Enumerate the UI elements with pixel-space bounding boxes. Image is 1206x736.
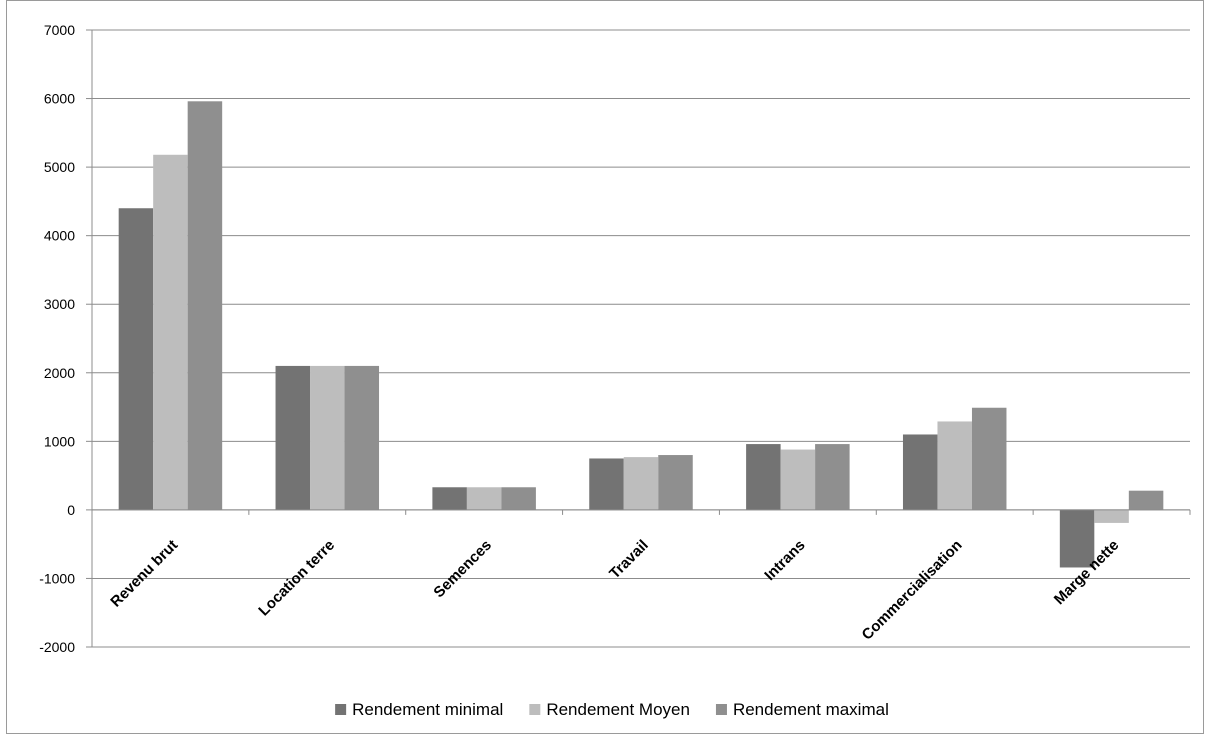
bar: [501, 487, 536, 510]
legend-swatch: [335, 704, 347, 715]
y-tick-label: 7000: [44, 22, 75, 38]
y-tick-label: 0: [67, 502, 75, 518]
x-tick-label: Travail: [606, 537, 652, 583]
y-tick-label: -2000: [39, 639, 75, 655]
x-tick-label: Revenu brut: [107, 537, 181, 611]
bar: [780, 449, 816, 510]
bar: [275, 365, 311, 510]
bar: [623, 457, 659, 510]
y-tick-label: 1000: [44, 433, 75, 449]
bar: [344, 365, 380, 510]
bar: [432, 487, 467, 510]
bar: [658, 455, 693, 510]
bar: [937, 421, 972, 510]
bar: [118, 208, 154, 510]
x-tick-labels: Revenu brut Location terre Semences Travail…: [107, 537, 1122, 644]
bar: [466, 487, 502, 510]
x-tick-label: Commercialisation: [859, 537, 966, 644]
y-tick-label: 3000: [44, 296, 75, 312]
axes: [86, 29, 1191, 648]
legend-label: Rendement minimal: [352, 700, 503, 719]
legend-swatch: [529, 704, 541, 715]
bar: [589, 458, 624, 510]
legend-label: Rendement maximal: [733, 700, 889, 719]
x-tick-label: Intrans: [761, 537, 808, 584]
bar: [902, 434, 938, 510]
legend-label: Rendement Moyen: [546, 700, 690, 719]
y-tick-label: -1000: [39, 570, 75, 586]
gridlines: [92, 29, 1190, 648]
bar: [1094, 509, 1129, 523]
bar: [1128, 490, 1164, 510]
y-tick-label: 2000: [44, 365, 75, 381]
legend-swatch: [715, 704, 727, 715]
bar: [1059, 509, 1095, 568]
bar: [310, 365, 345, 510]
bar: [187, 101, 223, 510]
y-tick-label: 5000: [44, 159, 75, 175]
bar: [746, 444, 781, 510]
y-tick-label: 6000: [44, 91, 75, 107]
bars: [118, 101, 1164, 568]
bar: [971, 407, 1007, 510]
y-tick-labels: -2000 -1000 0 1000 2000 3000 4000 5000 6000 7000: [39, 22, 75, 655]
x-tick-label: Semences: [430, 537, 495, 602]
bar: [153, 154, 188, 510]
legend: Rendement minimal Rendement Moyen Rendemen…: [335, 700, 889, 719]
bar: [815, 444, 850, 510]
y-tick-label: 4000: [44, 228, 75, 244]
